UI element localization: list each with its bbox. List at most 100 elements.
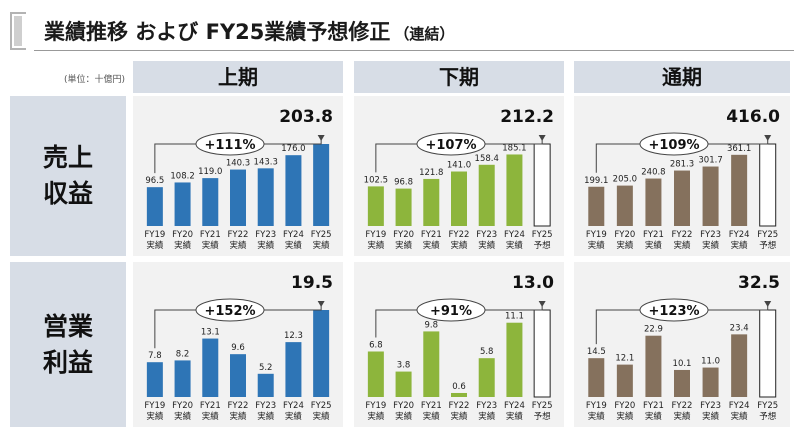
chart-panel-operating-profit-full-year: 14.5 FY19 実績 12.1 FY20 実績 22.9 FY21 実績 10.1 FY22 実績… xyxy=(574,262,790,427)
x-tick-label: FY19 xyxy=(586,230,607,240)
bar xyxy=(146,187,163,226)
x-tick-sublabel: 実績 xyxy=(450,240,468,251)
bar xyxy=(230,354,246,397)
bar-value-label: 176.0 xyxy=(281,144,305,154)
title-accent-icon xyxy=(14,16,22,46)
bar-value-label: 5.2 xyxy=(259,363,273,373)
x-tick-sublabel: 実績 xyxy=(285,240,303,251)
bar-chart-revenue-second-half: 102.5FY19実績96.8FY20実績121.8FY21実績141.0FY2… xyxy=(364,107,554,251)
bar xyxy=(478,358,495,397)
row-header-revenue-line1: 売上 xyxy=(42,143,93,172)
bar-value-label: 205.0 xyxy=(613,175,637,185)
bar xyxy=(759,309,777,398)
bar-value-label: 301.7 xyxy=(698,156,722,166)
bar-value-label: 12.3 xyxy=(284,331,303,341)
bar xyxy=(313,310,330,397)
bar-value-label: 13.1 xyxy=(201,328,220,338)
bar-chart-revenue-full-year: 199.1FY19実績205.0FY20実績240.8FY21実績281.3FY… xyxy=(584,107,780,251)
bar xyxy=(285,155,302,226)
x-tick-sublabel: 実績 xyxy=(478,411,496,422)
bar xyxy=(533,309,551,398)
chart-panel-operating-profit-second-half: 6.8 FY19 実績 3.8 FY20 実績 9.8 FY21 実績 0.6 FY22 実績 5.8 F… xyxy=(354,262,564,427)
x-tick-label: FY25 xyxy=(532,230,553,240)
x-tick-label: FY24 xyxy=(729,230,750,240)
x-tick-label: FY20 xyxy=(614,401,635,411)
bar-value-label: 141.0 xyxy=(447,161,471,171)
x-tick-sublabel: 実績 xyxy=(146,411,164,422)
bar-chart-revenue-first-half: 96.5FY19実績108.2FY20実績119.0FY21実績140.3FY2… xyxy=(144,107,333,251)
x-tick-sublabel: 実績 xyxy=(202,240,220,251)
bar xyxy=(174,182,191,226)
x-tick-label: FY25 xyxy=(532,401,553,411)
title-bar: 業績推移 および FY25業績予想修正 （連結） xyxy=(0,0,800,60)
row-header-revenue: 売上 収益 xyxy=(10,96,126,256)
column-header-first-half: 上期 xyxy=(133,61,343,93)
bar xyxy=(731,154,748,226)
bar xyxy=(202,178,219,226)
latest-value-label: 32.5 xyxy=(738,273,780,293)
x-tick-label: FY23 xyxy=(700,230,721,240)
x-tick-label: FY21 xyxy=(643,230,664,240)
x-tick-label: FY19 xyxy=(365,401,386,411)
x-tick-label: FY25 xyxy=(311,230,332,240)
bar xyxy=(423,331,440,397)
growth-rate-label: +91% xyxy=(430,304,472,319)
bar xyxy=(506,154,523,226)
page-title-sub: （連結） xyxy=(394,25,455,43)
x-tick-sublabel: 実績 xyxy=(731,411,749,422)
chart-panel-revenue-second-half: 102.5 FY19 実績 96.8 FY20 実績 121.8 FY21 実績 141.0 FY2… xyxy=(354,96,564,256)
bar xyxy=(616,364,633,397)
chart-panel-revenue-first-half: 96.5 FY19 実績 108.2 FY20 実績 119.0 FY21 実績 140.3 FY2… xyxy=(133,96,343,256)
x-tick-label: FY20 xyxy=(393,401,414,411)
growth-rate-label: +111% xyxy=(204,138,255,153)
x-tick-label: FY22 xyxy=(672,401,693,411)
bar-value-label: 108.2 xyxy=(170,171,194,181)
page-title: 業績推移 および FY25業績予想修正 （連結） xyxy=(44,16,454,46)
x-tick-label: FY20 xyxy=(393,230,414,240)
growth-rate-label: +152% xyxy=(204,304,255,319)
bar-value-label: 3.8 xyxy=(397,361,411,371)
bar xyxy=(616,185,633,226)
bar-value-label: 14.5 xyxy=(587,347,606,357)
x-tick-label: FY20 xyxy=(172,230,193,240)
bar xyxy=(285,342,302,397)
x-tick-label: FY19 xyxy=(365,230,386,240)
bar xyxy=(202,338,219,397)
x-tick-sublabel: 実績 xyxy=(702,411,720,422)
bar-value-label: 158.4 xyxy=(475,154,499,164)
latest-value-label: 212.2 xyxy=(500,107,554,127)
x-tick-label: FY24 xyxy=(283,401,304,411)
x-tick-label: FY23 xyxy=(700,401,721,411)
x-tick-sublabel: 実績 xyxy=(174,240,192,251)
x-tick-label: FY24 xyxy=(283,230,304,240)
x-tick-sublabel: 実績 xyxy=(313,240,331,251)
growth-bubble xyxy=(195,132,265,156)
x-tick-sublabel: 実績 xyxy=(367,240,385,251)
bar xyxy=(674,170,690,226)
x-tick-sublabel: 実績 xyxy=(202,411,220,422)
x-tick-label: FY23 xyxy=(476,230,497,240)
bar xyxy=(367,351,384,397)
x-tick-label: FY23 xyxy=(476,401,497,411)
x-tick-label: FY21 xyxy=(643,401,664,411)
x-tick-label: FY23 xyxy=(255,230,276,240)
bar xyxy=(174,360,191,397)
bar-value-label: 8.2 xyxy=(176,349,190,359)
bar-value-label: 11.0 xyxy=(701,357,720,367)
growth-bubble xyxy=(416,298,486,322)
x-tick-label: FY19 xyxy=(144,230,165,240)
bar-value-label: 6.8 xyxy=(369,340,383,350)
bar-value-label: 96.8 xyxy=(394,178,413,188)
x-tick-sublabel: 実績 xyxy=(229,240,247,251)
x-tick-label: FY22 xyxy=(449,401,470,411)
x-tick-label: FY21 xyxy=(421,230,442,240)
growth-rate-label: +109% xyxy=(648,138,699,153)
bar-value-label: 0.6 xyxy=(452,382,466,392)
x-tick-sublabel: 実績 xyxy=(367,411,385,422)
bar-value-label: 102.5 xyxy=(364,175,388,185)
bar-value-label: 240.8 xyxy=(641,168,665,178)
arrow-icon xyxy=(764,135,772,141)
page-title-main: 業績推移 および FY25業績予想修正 xyxy=(44,20,391,44)
x-tick-sublabel: 実績 xyxy=(645,240,663,251)
x-tick-sublabel: 実績 xyxy=(423,411,441,422)
